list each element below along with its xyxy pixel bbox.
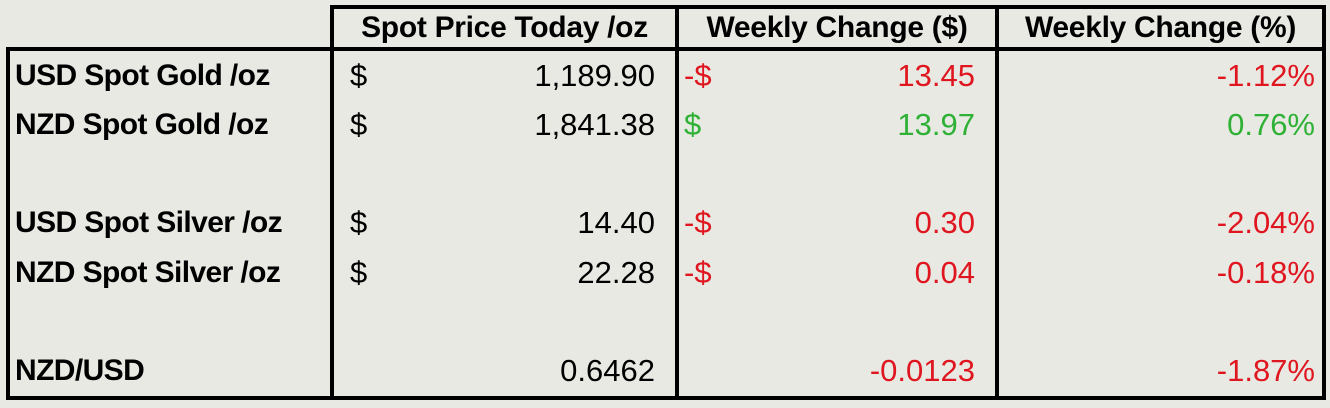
weekly-change-cell: -$ 0.30 [675,198,995,249]
header-weekly-change-percent: Weekly Change (%) [995,9,1322,47]
weekly-change-cell: $ 13.97 [675,100,995,150]
weekly-change-cell: -0.0123 [675,346,995,396]
change-value: 13.97 [897,106,975,142]
spot-price-value: 1,841.38 [534,106,655,142]
blank-row-label [10,297,330,346]
percent-value: 0.76% [1227,106,1315,142]
percent-value: -0.18% [1216,254,1315,290]
percent-value: -2.04% [1216,205,1315,241]
blank-row-cell [675,149,995,199]
currency-symbol: $ [350,254,368,290]
spot-price-cell: 0.6462 [330,346,675,396]
spot-price-cell: $ 14.40 [330,198,675,249]
currency-symbol: $ [350,106,368,142]
weekly-change-cell: -$ 13.45 [675,51,995,101]
weekly-change-cell: -$ 0.04 [675,248,995,298]
spot-price-value: 1,189.90 [534,57,655,93]
blank-row-cell [330,297,675,347]
spot-price-cell: $ 1,841.38 [330,100,675,150]
table-header-row: Spot Price Today /oz Weekly Change ($) W… [330,5,1326,51]
change-value: 0.04 [914,254,975,290]
weekly-change-percent-cell: -0.18% [995,248,1322,298]
label-nzd-usd: NZD/USD [15,354,145,388]
label-usd-spot-silver: USD Spot Silver /oz [15,206,283,240]
table-body: USD Spot Gold /oz $ 1,189.90 -$ 13.45 -1… [6,47,1326,400]
header-weekly-change-dollar: Weekly Change ($) [675,9,995,47]
change-currency-symbol: -$ [684,57,712,93]
weekly-change-percent-cell: -1.87% [995,346,1322,396]
percent-value: -1.12% [1216,57,1315,93]
label-nzd-spot-silver: NZD Spot Silver /oz [15,255,281,289]
weekly-change-percent-cell: 0.76% [995,100,1322,150]
currency-symbol: $ [350,205,368,241]
spot-price-value: 22.28 [577,254,655,290]
blank-row-label [10,150,330,199]
label-usd-spot-gold: USD Spot Gold /oz [15,58,270,92]
spot-price-cell: $ 1,189.90 [330,51,675,101]
change-value: 13.45 [897,57,975,93]
spot-price-cell: $ 22.28 [330,248,675,298]
percent-value: -1.87% [1216,353,1315,389]
change-currency-symbol: -$ [684,254,712,290]
weekly-change-percent-cell: -2.04% [995,198,1322,249]
blank-row-cell [675,297,995,347]
header-spot-price: Spot Price Today /oz [361,11,648,44]
currency-symbol: $ [350,57,368,93]
weekly-change-percent-cell: -1.12% [995,51,1322,101]
change-value: 0.30 [914,205,975,241]
change-currency-symbol: -$ [684,205,712,241]
change-value: -0.0123 [869,353,975,389]
spot-price-value: 0.6462 [560,353,655,389]
blank-row-cell [995,297,1322,347]
blank-row-cell [995,149,1322,199]
spot-price-value: 14.40 [577,205,655,241]
blank-row-cell [330,149,675,199]
change-currency-symbol: $ [684,106,702,142]
label-nzd-spot-gold: NZD Spot Gold /oz [15,107,269,141]
